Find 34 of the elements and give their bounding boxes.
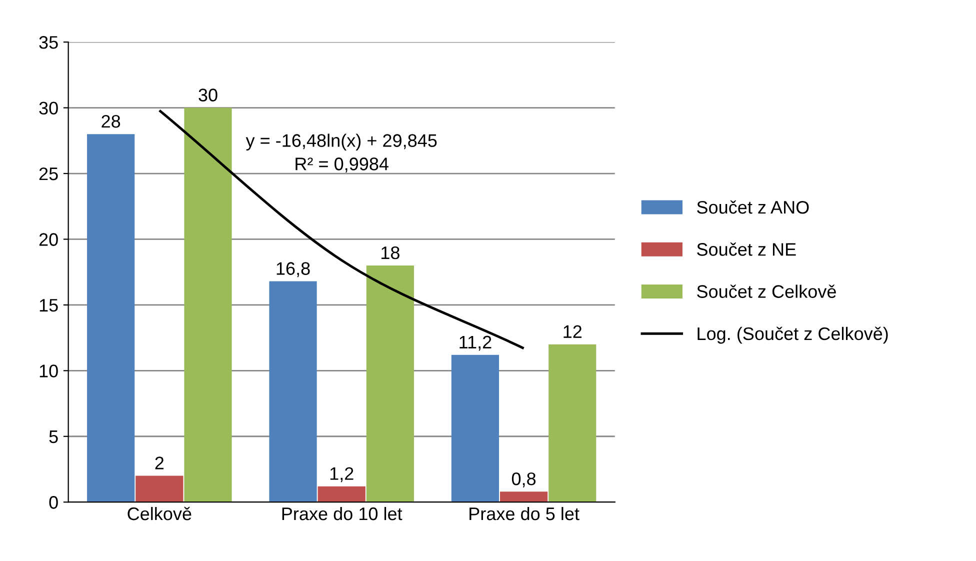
bar bbox=[548, 344, 596, 502]
y-tick-label: 10 bbox=[40, 364, 58, 378]
data-label: 2 bbox=[155, 456, 164, 470]
bar bbox=[136, 476, 184, 502]
annotation: y = -16,48ln(x) + 29,845 R² = 0,9984 bbox=[246, 134, 437, 172]
bar bbox=[184, 108, 232, 502]
y-tick-label: 15 bbox=[40, 299, 58, 312]
data-label: 30 bbox=[198, 88, 218, 102]
x-tick-label: Praxe do 5 let bbox=[470, 506, 580, 520]
y-tick-label: 35 bbox=[39, 36, 58, 49]
x-tick-label: Celkově bbox=[128, 506, 192, 520]
data-label: 11,2 bbox=[460, 336, 492, 351]
data-label: 28 bbox=[102, 114, 120, 128]
bar bbox=[366, 266, 414, 502]
bar bbox=[87, 134, 135, 502]
bar bbox=[318, 486, 366, 502]
x-tick-label: Praxe do 10 let bbox=[282, 506, 402, 520]
bar bbox=[451, 354, 500, 502]
y-tick-label: 5 bbox=[49, 430, 58, 444]
legend-label: Log. (Součet z Celkově) bbox=[698, 326, 888, 344]
data-label: 1,2 bbox=[330, 467, 354, 482]
bar bbox=[500, 492, 548, 502]
bar bbox=[269, 281, 317, 502]
legend-label: Součet z Celkově bbox=[697, 284, 836, 298]
data-label: 0,8 bbox=[512, 472, 536, 488]
data-label: 16,8 bbox=[276, 262, 310, 278]
legend-label: Součet z NE bbox=[697, 242, 796, 256]
data-label: 12 bbox=[564, 325, 582, 338]
y-tick-label: 30 bbox=[39, 102, 58, 115]
data-label: 18 bbox=[382, 246, 400, 260]
y-tick-label: 0 bbox=[49, 496, 58, 509]
y-tick-label: 25 bbox=[39, 167, 58, 180]
legend-label: Součet z ANO bbox=[697, 200, 809, 214]
y-tick-label: 20 bbox=[39, 233, 58, 246]
